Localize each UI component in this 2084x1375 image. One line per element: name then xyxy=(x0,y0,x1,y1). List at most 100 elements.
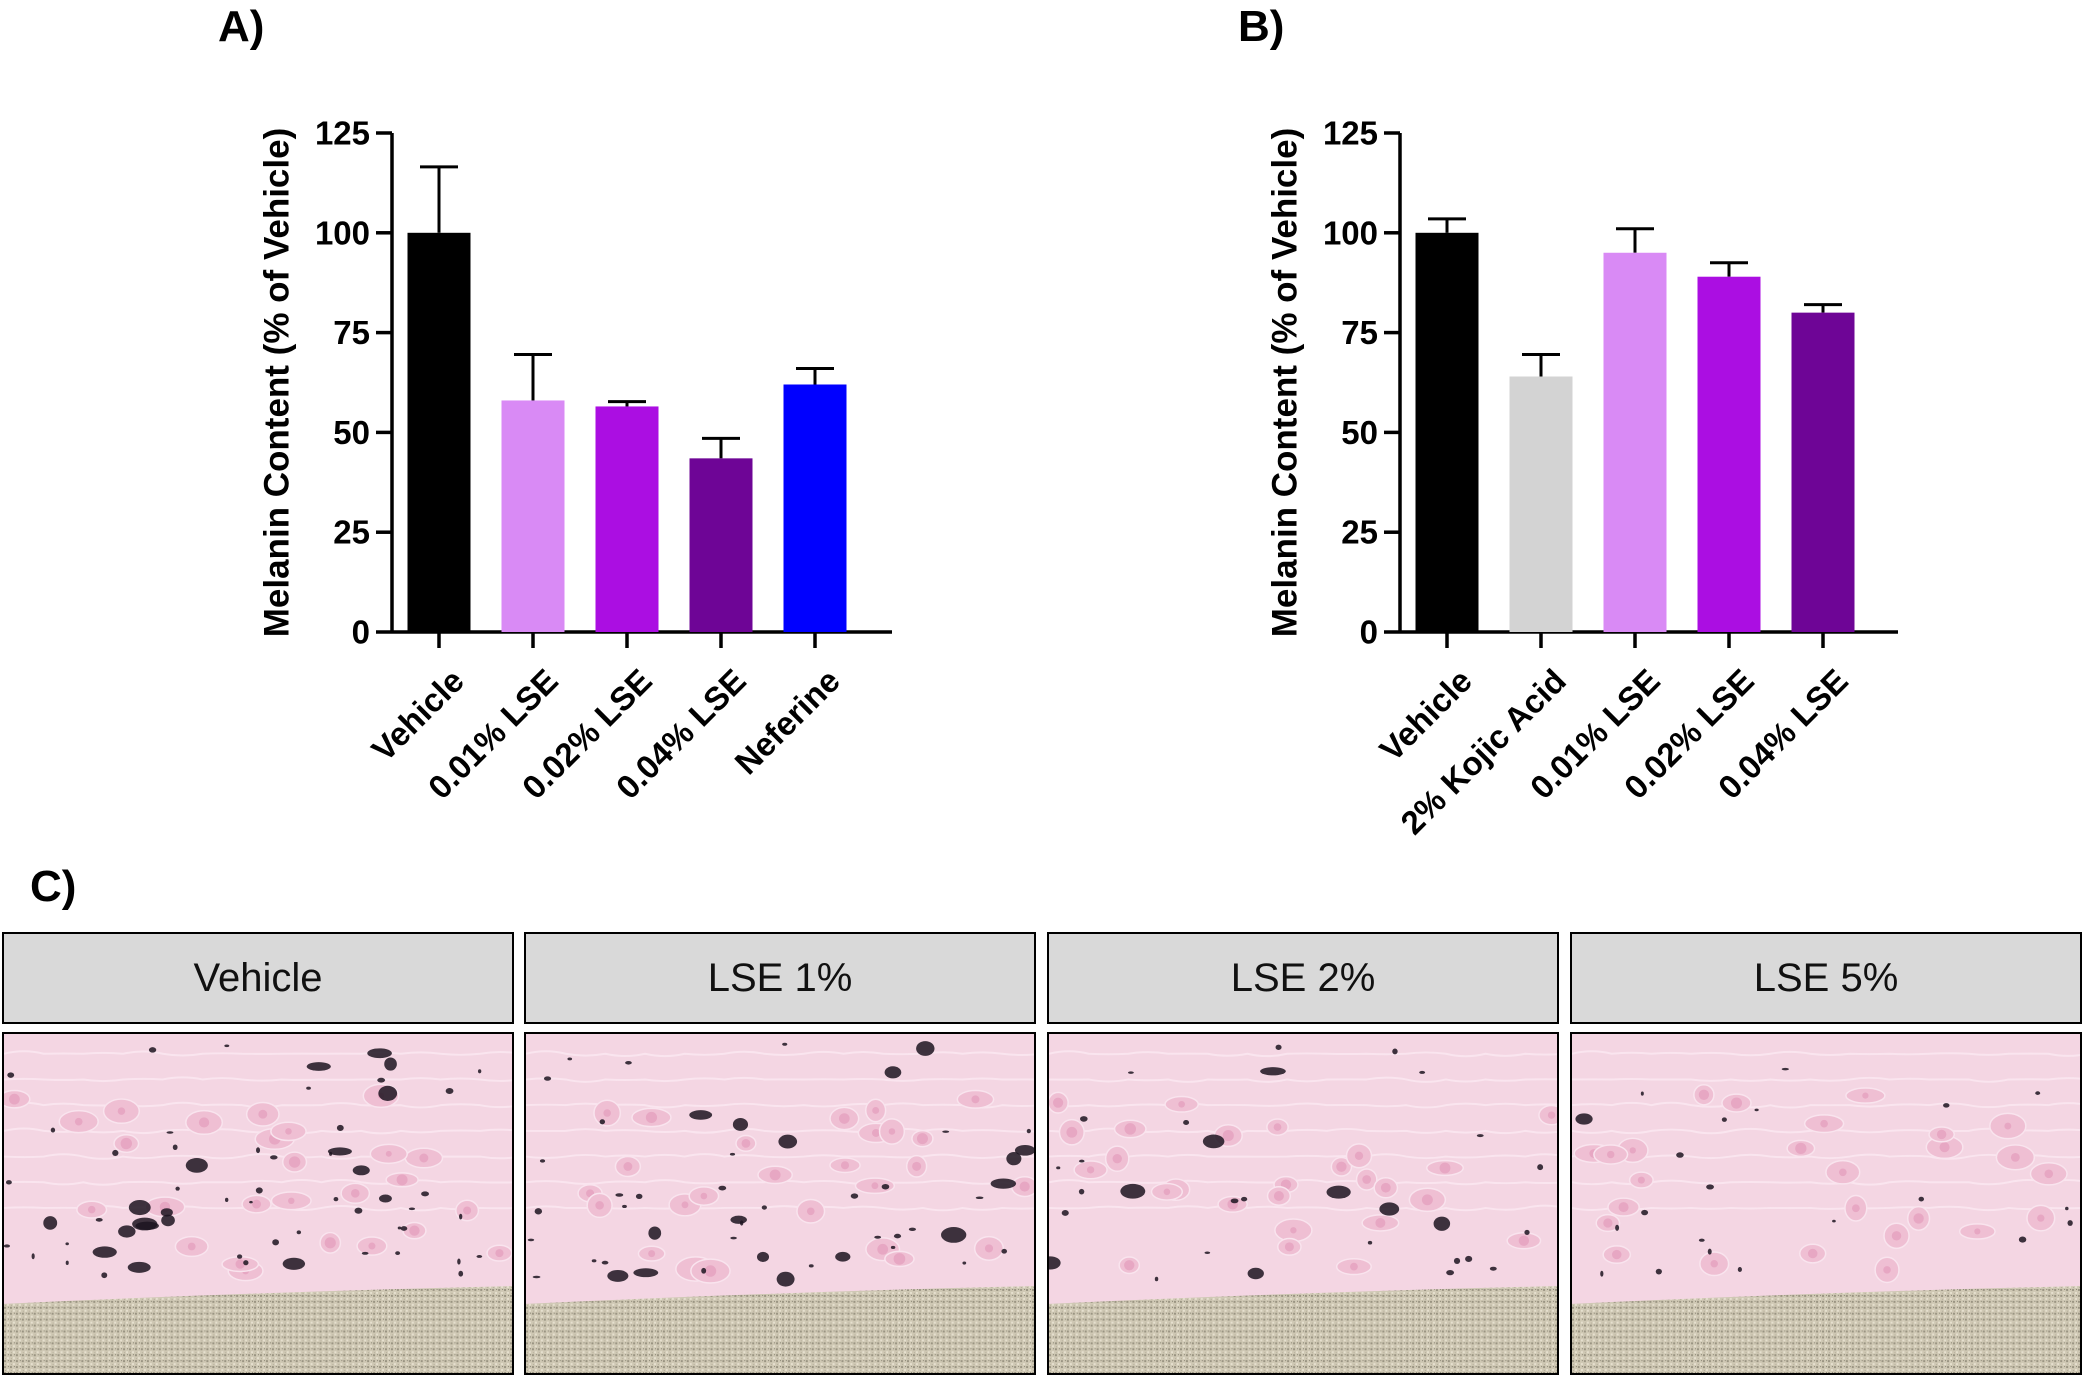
y-tick-label: 125 xyxy=(315,115,370,152)
melanin-granule xyxy=(458,1270,464,1277)
melanin-granule xyxy=(135,1221,159,1230)
cell-nucleus xyxy=(1354,1151,1364,1160)
melanin-granule xyxy=(128,1199,151,1216)
melanin-granule xyxy=(224,1197,229,1203)
y-tick-label: 75 xyxy=(1341,314,1378,351)
tissue-layer xyxy=(526,1076,1034,1083)
cell-nucleus xyxy=(1913,1213,1924,1224)
cell-nucleus xyxy=(1518,1235,1530,1246)
melanin-granule xyxy=(689,1110,713,1120)
cell-nucleus xyxy=(368,1242,376,1250)
melanin-granule xyxy=(1241,1196,1248,1202)
cell-nucleus xyxy=(769,1169,781,1181)
cell-nucleus xyxy=(463,1206,472,1215)
y-tick-label: 75 xyxy=(333,314,370,351)
melanin-granule xyxy=(384,1057,397,1071)
melanin-granule xyxy=(615,1193,624,1197)
melanin-granule xyxy=(7,1072,15,1078)
cell-nucleus xyxy=(704,1265,717,1277)
micrograph-vehicle xyxy=(2,1032,514,1375)
melanin-granule xyxy=(601,1260,609,1265)
melanin-granule xyxy=(2018,1236,2027,1243)
melanin-granule xyxy=(941,1227,967,1243)
melanin-granule xyxy=(761,1205,767,1210)
melanin-granule xyxy=(1001,1248,1008,1254)
cell-nucleus xyxy=(872,1128,881,1137)
melanin-granule xyxy=(354,1207,363,1214)
melanin-granule xyxy=(729,1152,736,1156)
cell-nucleus xyxy=(1710,1260,1718,1268)
tissue-layer xyxy=(1049,1102,1557,1109)
melanin-granule xyxy=(256,1147,261,1154)
micrograph-lse-2 xyxy=(1047,1032,1559,1375)
melanin-granule xyxy=(1446,1270,1455,1276)
tissue-layer xyxy=(4,1179,512,1186)
tissue-layer xyxy=(4,1076,512,1083)
cell-nucleus xyxy=(971,1095,980,1104)
cell-nucleus xyxy=(912,1161,922,1171)
histology-image xyxy=(1572,1034,2080,1373)
histology-image xyxy=(1049,1034,1557,1373)
cell-nucleus xyxy=(1222,1130,1234,1142)
melanin-granule xyxy=(282,1257,306,1270)
tissue-layer xyxy=(1572,1178,2080,1186)
cell-nucleus xyxy=(681,1201,689,1209)
melanin-granule xyxy=(458,1213,463,1220)
tissue-layer xyxy=(1572,1050,2080,1057)
melanin-granule xyxy=(1183,1120,1190,1126)
melanin-granule xyxy=(942,1130,950,1133)
melanin-granule xyxy=(477,1069,482,1074)
tissue-layer xyxy=(526,1153,1034,1160)
cell-nucleus xyxy=(984,1244,994,1253)
cell-nucleus xyxy=(1290,1227,1297,1234)
cell-nucleus xyxy=(258,1109,268,1119)
melanin-granule xyxy=(1754,1108,1759,1112)
melanin-granule xyxy=(591,1259,597,1263)
melanin-granule xyxy=(1049,1256,1061,1270)
cell-nucleus xyxy=(1066,1126,1078,1138)
melanin-granule xyxy=(732,1117,749,1131)
cell-nucleus xyxy=(1273,1190,1284,1201)
melanin-granule xyxy=(395,1251,401,1255)
melanin-granule xyxy=(1655,1268,1662,1275)
cell-nucleus xyxy=(1839,1168,1847,1177)
melanin-granule xyxy=(172,1144,178,1150)
melanin-granule xyxy=(1781,1067,1789,1071)
cell-nucleus xyxy=(623,1162,633,1171)
cell-nucleus xyxy=(1820,1119,1828,1128)
melanin-granule xyxy=(1204,1251,1211,1255)
melanin-granule xyxy=(776,1271,795,1287)
melanin-granule xyxy=(1706,1184,1714,1190)
cell-nucleus xyxy=(288,1197,295,1205)
tissue-layer xyxy=(1572,1076,2080,1083)
melanin-granule xyxy=(1275,1044,1282,1050)
melanin-granule xyxy=(224,1044,230,1048)
melanin-granule xyxy=(1202,1134,1225,1149)
tissue-layer xyxy=(4,1050,512,1057)
y-tick-label: 125 xyxy=(1323,115,1378,152)
melanin-granule xyxy=(893,1233,902,1239)
melanin-granule xyxy=(65,1260,69,1266)
y-tick-label: 100 xyxy=(1323,214,1378,251)
melanin-granule xyxy=(50,1127,56,1133)
cell-nucleus xyxy=(117,1107,126,1115)
melanin-granule xyxy=(367,1048,392,1059)
cell-nucleus xyxy=(1178,1100,1185,1108)
tile-header-lse-1: LSE 1% xyxy=(524,932,1036,1024)
cell-nucleus xyxy=(1607,1150,1615,1159)
melanin-granule xyxy=(306,1062,331,1071)
histology-image xyxy=(4,1034,512,1373)
melanin-granule xyxy=(1056,1166,1061,1170)
melanin-granule xyxy=(1006,1152,1022,1166)
cell-nucleus xyxy=(2037,1214,2045,1222)
melanin-granule xyxy=(890,1245,896,1250)
melanin-granule xyxy=(336,1124,344,1132)
melanin-granule xyxy=(756,1251,770,1263)
cell-nucleus xyxy=(1053,1097,1064,1108)
cell-nucleus xyxy=(1698,1089,1710,1100)
melanin-granule xyxy=(1721,1117,1727,1122)
cell-nucleus xyxy=(1273,1123,1282,1131)
cell-nucleus xyxy=(1891,1231,1902,1241)
melanin-granule xyxy=(160,1208,173,1217)
melanin-granule xyxy=(778,1134,798,1149)
